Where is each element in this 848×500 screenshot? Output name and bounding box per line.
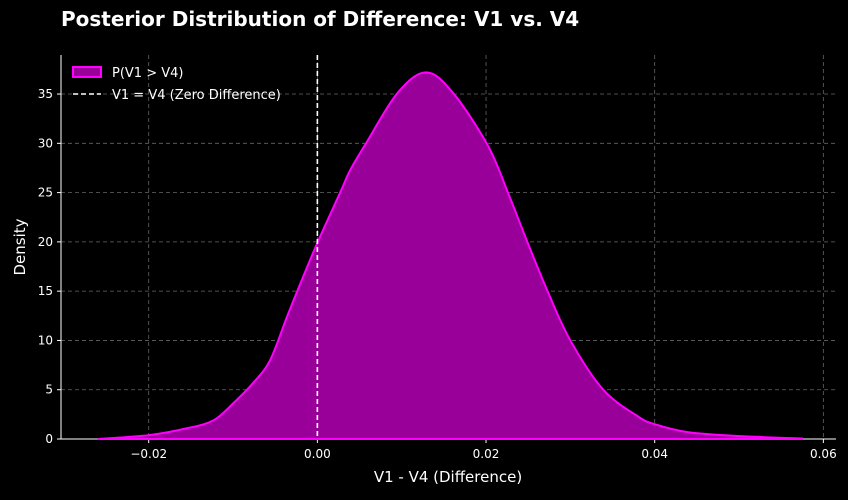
y-tick-label: 35 — [38, 87, 53, 101]
legend-label-area: P(V1 > V4) — [112, 66, 183, 81]
y-tick-label: 5 — [45, 383, 53, 397]
chart-title: Posterior Distribution of Difference: V1… — [61, 7, 579, 31]
axis-ticks: −0.02 0.00 0.02 0.04 0.06 0 5 10 15 20 25 30 35 — [38, 87, 837, 461]
y-tick-label: 20 — [38, 235, 53, 249]
x-tick-label: 0.06 — [810, 447, 837, 461]
density-line — [97, 71, 804, 440]
y-tick-label: 0 — [45, 432, 53, 446]
y-tick-label: 15 — [38, 284, 53, 298]
y-tick-label: 10 — [38, 333, 53, 347]
x-tick-label: 0.00 — [304, 447, 331, 461]
x-tick-label: 0.04 — [641, 447, 668, 461]
legend: P(V1 > V4) V1 = V4 (Zero Difference) — [72, 66, 281, 103]
y-axis-label: Density — [11, 218, 29, 275]
y-tick-label: 25 — [38, 186, 53, 200]
y-tick-label: 30 — [38, 136, 53, 150]
density-area — [97, 72, 804, 440]
x-tick-label: 0.02 — [473, 447, 500, 461]
x-tick-label: −0.02 — [130, 447, 167, 461]
legend-swatch-area — [72, 66, 102, 78]
x-axis-label: V1 - V4 (Difference) — [374, 468, 522, 486]
legend-label-line: V1 = V4 (Zero Difference) — [112, 88, 281, 103]
